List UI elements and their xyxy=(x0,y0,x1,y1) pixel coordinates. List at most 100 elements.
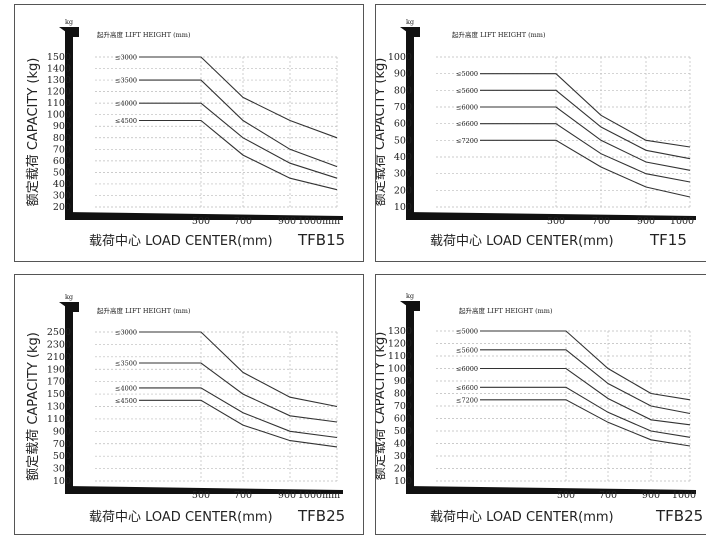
series-label: ≤7200 xyxy=(456,396,478,404)
y-tick-label: 100 xyxy=(53,476,71,487)
y-tick-label: 200 xyxy=(394,185,412,196)
series-label: ≤5600 xyxy=(456,87,478,95)
y-tick-label: 300 xyxy=(394,169,412,180)
series-line xyxy=(480,349,691,415)
y-tick-label: 100 xyxy=(394,202,412,213)
y-tick-label: 400 xyxy=(394,439,412,450)
y-tick-label: 800 xyxy=(394,389,412,400)
unit-label: kg xyxy=(65,293,73,301)
capacity-chart-tfb25: 1003005007009001100130015001700190021002… xyxy=(26,293,345,525)
y-tick-label: 900 xyxy=(53,426,71,437)
capacity-chart-tfb25-high: 1002003004005006007008009001000110012001… xyxy=(376,292,703,525)
y-tick-label: 700 xyxy=(53,144,71,155)
series-line xyxy=(139,399,338,448)
y-tick-label: 200 xyxy=(394,464,412,475)
y-tick-label: 1000 xyxy=(388,52,412,63)
x-tick-label: 700 xyxy=(234,216,252,227)
y-tick-label: 800 xyxy=(394,85,412,96)
series-line xyxy=(139,56,338,139)
y-axis-bar xyxy=(65,304,73,492)
y-tick-label: 2500 xyxy=(47,327,71,338)
y-tick-label: 1500 xyxy=(47,52,71,63)
x-tick-label: 700 xyxy=(592,216,610,227)
series-label: ≤3500 xyxy=(115,77,137,85)
series-line xyxy=(139,119,338,191)
y-tick-label: 200 xyxy=(53,202,71,213)
legend-title: 起升高度 LIFT HEIGHT (mm) xyxy=(459,306,553,315)
unit-label: kg xyxy=(406,18,414,26)
x-axis-bar xyxy=(406,486,696,494)
y-tick-label: 600 xyxy=(394,119,412,130)
chart-panel-tf15: 100 200 300 400 500 600 700 800 900 1000 500 700 900… xyxy=(375,4,706,262)
series-line xyxy=(480,399,691,447)
y-tick-label: 300 xyxy=(53,464,71,475)
y-tick-label: 2300 xyxy=(47,339,71,350)
y-tick-label: 800 xyxy=(53,133,71,144)
model-name: TFB25 xyxy=(655,507,703,525)
x-tick-label: 700 xyxy=(599,490,617,501)
series-line xyxy=(139,102,338,179)
model-name: TFB25 xyxy=(297,507,345,525)
y-tick-label: 1000 xyxy=(388,364,412,375)
x-tick-label: 1000 xyxy=(672,490,696,501)
series-line xyxy=(139,362,338,423)
y-tick-label: 1500 xyxy=(47,389,71,400)
y-tick-label: 300 xyxy=(394,451,412,462)
x-tick-label: 900 xyxy=(642,490,660,501)
model-name: TF15 xyxy=(649,231,687,249)
y-axis-title: 额定载荷 CAPACITY (kg) xyxy=(26,332,41,481)
series-line xyxy=(139,331,338,408)
series-line xyxy=(480,139,691,198)
series-line xyxy=(480,386,691,438)
series-line xyxy=(480,367,691,426)
model-name: TFB15 xyxy=(297,231,345,249)
series-label: ≤5000 xyxy=(456,328,478,336)
x-axis-title: 载荷中心 LOAD CENTER(mm) xyxy=(89,234,273,249)
y-tick-label: 1700 xyxy=(47,377,71,388)
x-tick-label: 500 xyxy=(192,216,210,227)
y-tick-label: 500 xyxy=(53,451,71,462)
legend-title: 起升高度 LIFT HEIGHT (mm) xyxy=(452,30,546,39)
y-axis-bar xyxy=(65,29,73,218)
y-axis-title: 额定载荷 CAPACITY (kg) xyxy=(376,58,388,207)
x-tick-label: 1000 xyxy=(670,216,694,227)
series-line xyxy=(480,73,691,148)
x-tick-label: 700 xyxy=(234,490,252,501)
y-tick-label: 600 xyxy=(394,414,412,425)
series-label: ≤7200 xyxy=(456,137,478,145)
series-line xyxy=(139,79,338,168)
series-label: ≤4500 xyxy=(115,397,137,405)
x-tick-label: 900 xyxy=(278,490,296,501)
chart-panel-tfb25: 100 300 500 700 900 1100 1300 1500 1700 1900 2100 2… xyxy=(14,274,364,535)
y-tick-label: 1100 xyxy=(388,351,412,362)
x-tick-label: 500 xyxy=(192,490,210,501)
x-tick-label: 1000mm xyxy=(298,490,340,501)
series-label: ≤3000 xyxy=(115,54,137,62)
x-axis-title: 载荷中心 LOAD CENTER(mm) xyxy=(430,234,614,249)
series-label: ≤6000 xyxy=(456,104,478,112)
unit-label: kg xyxy=(65,18,73,26)
y-tick-label: 1200 xyxy=(47,87,71,98)
y-axis-title: 额定载荷 CAPACITY (kg) xyxy=(26,58,41,207)
legend-title: 起升高度 LIFT HEIGHT (mm) xyxy=(97,30,191,39)
y-tick-label: 700 xyxy=(53,439,71,450)
x-axis-bar xyxy=(65,486,343,494)
y-tick-label: 400 xyxy=(394,152,412,163)
series-label: ≤6000 xyxy=(456,365,478,373)
series-line xyxy=(480,106,691,171)
y-tick-label: 700 xyxy=(394,401,412,412)
y-tick-label: 1100 xyxy=(47,98,71,109)
y-axis-bar xyxy=(406,29,414,218)
y-tick-label: 900 xyxy=(394,376,412,387)
x-axis-title: 载荷中心 LOAD CENTER(mm) xyxy=(430,510,614,525)
y-tick-label: 300 xyxy=(53,190,71,201)
y-tick-label: 1300 xyxy=(47,402,71,413)
x-tick-label: 500 xyxy=(557,490,575,501)
y-tick-label: 500 xyxy=(53,167,71,178)
series-label: ≤6600 xyxy=(456,384,478,392)
series-line xyxy=(480,330,691,401)
x-tick-label: 900 xyxy=(637,216,655,227)
y-tick-label: 600 xyxy=(53,156,71,167)
series-label: ≤6600 xyxy=(456,120,478,128)
y-tick-label: 1100 xyxy=(47,414,71,425)
